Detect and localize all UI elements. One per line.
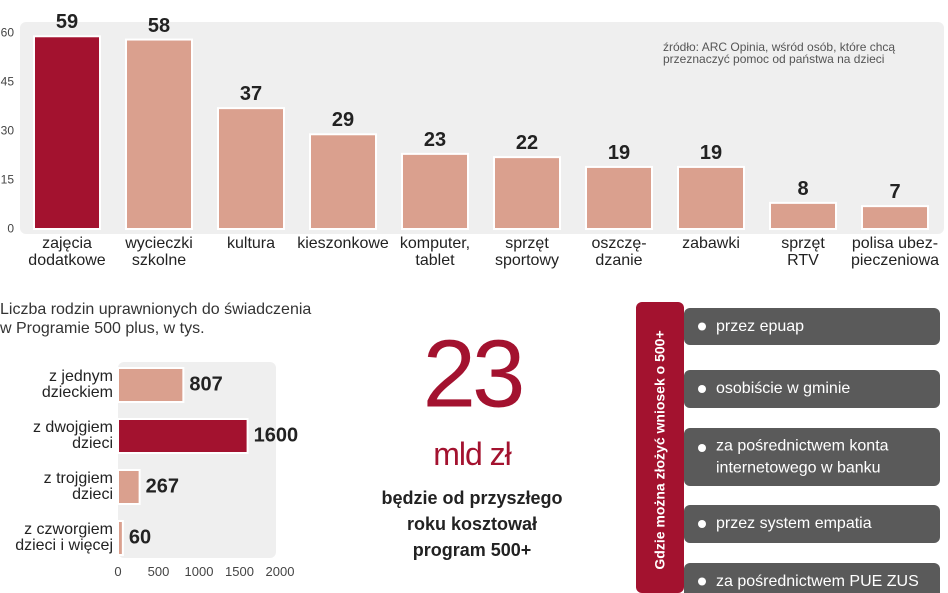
value-label: 19 (607, 141, 631, 164)
value-label: 37 (239, 83, 263, 106)
list-item-box (684, 505, 940, 543)
list-item-box (684, 428, 940, 486)
bar (117, 520, 124, 556)
list-item-box (684, 308, 940, 345)
x-tick-label: 2000 (265, 564, 295, 579)
y-tick-label: 0 (7, 221, 14, 236)
list-item: osobiście w gminie (716, 380, 851, 398)
y-tick-label: z czworgiem dzieci i więcej (15, 521, 113, 554)
bar (493, 156, 561, 230)
headline-unit: mld zł (433, 436, 512, 473)
headline-number: 23 (422, 320, 526, 428)
value-label: 807 (189, 373, 223, 396)
x-tick-label: zabawki (682, 235, 740, 252)
list-item: przez system empatia (716, 515, 872, 533)
bar (117, 469, 141, 505)
bar (117, 418, 249, 454)
value-label: 22 (515, 132, 539, 155)
value-label: 60 (128, 526, 152, 549)
x-tick-label: wycieczki szkolne (125, 235, 193, 269)
x-tick-label: komputer, tablet (399, 235, 471, 269)
x-tick-label: zajęcia dodatkowe (28, 235, 106, 269)
x-tick-label: polisa ubez- pieczeniowa (850, 235, 940, 269)
x-tick-label: kieszonkowe (297, 235, 389, 252)
bar (33, 35, 101, 231)
y-tick-label: 45 (0, 74, 14, 89)
bullet (698, 444, 706, 452)
x-tick-label: 0 (114, 564, 122, 579)
value-label: 267 (145, 475, 179, 498)
value-label: 59 (55, 11, 79, 34)
panel-title: Gdzie można złożyć wniosek o 500+ (651, 330, 668, 570)
x-tick-label: 500 (147, 564, 170, 579)
bar (125, 38, 193, 230)
bullet (698, 577, 706, 586)
y-tick-label: z trojgiem dzieci (43, 470, 113, 503)
source-note: źródło: ARC Opinia, wśród osób, które ch… (663, 40, 896, 66)
bar (769, 201, 837, 231)
bar (117, 367, 185, 403)
plot-background (118, 362, 276, 558)
y-tick-label: 15 (0, 172, 14, 187)
bar (585, 165, 653, 230)
list-item: za pośrednictwem konta internetowego w b… (716, 437, 889, 476)
value-label: 8 (797, 177, 809, 200)
x-tick-label: kultura (226, 235, 276, 252)
x-tick-label: sprzęt sportowy (494, 235, 560, 269)
bar (401, 152, 469, 230)
list-item-box (684, 563, 940, 593)
list-item-box (684, 370, 940, 408)
list-item: przez epuap (716, 317, 805, 335)
y-tick-label: z dwojgiem dzieci (32, 419, 113, 452)
x-tick-label: 1500 (225, 564, 254, 579)
y-tick-label: z jednym dzieckiem (41, 368, 113, 401)
value-label: 7 (889, 181, 901, 204)
list-item: za pośrednictwem PUE ZUS (716, 572, 919, 590)
bar (861, 205, 929, 230)
bullet (698, 520, 706, 528)
x-tick-label: 1000 (184, 564, 214, 579)
x-tick-label: sprzęt RTV (781, 235, 825, 269)
value-label: 58 (147, 14, 171, 37)
value-label: 29 (331, 109, 355, 132)
bar (677, 165, 745, 230)
x-tick-label: oszczę- dzanie (591, 235, 647, 269)
bar (309, 133, 377, 230)
y-tick-label: 60 (0, 25, 14, 40)
value-label: 19 (699, 141, 723, 164)
value-label: 1600 (253, 424, 299, 447)
panel-side (636, 302, 684, 593)
value-label: 23 (423, 128, 447, 151)
headline-text: będzie od przyszłego roku kosztował prog… (381, 488, 563, 561)
y-tick-label: 30 (0, 123, 14, 138)
chart-title: Liczba rodzin uprawnionych do świadczeni… (0, 301, 312, 338)
bullet (698, 385, 706, 393)
bar (217, 107, 285, 230)
bullet (698, 322, 706, 331)
